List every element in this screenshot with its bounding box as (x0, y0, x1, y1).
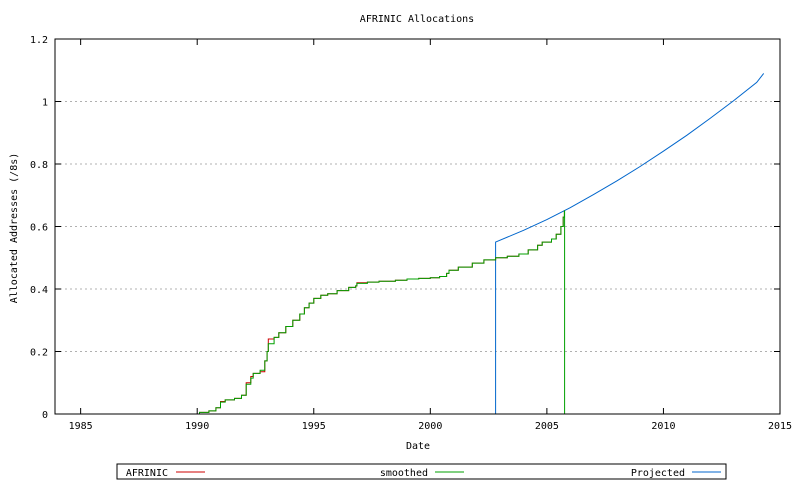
y-tick-label: 0.8 (30, 160, 48, 171)
chart-title: AFRINIC Allocations (360, 14, 474, 25)
y-tick-label: 1 (42, 98, 48, 109)
series-line-projected (495, 73, 765, 414)
y-tick-label: 1.2 (30, 35, 48, 46)
y-tick-label: 0.4 (30, 285, 48, 296)
y-axis-label: Allocated Addresses (/8s) (9, 153, 20, 304)
y-tick-label: 0.6 (30, 223, 48, 234)
legend-box (116, 463, 727, 480)
x-tick-label: 2000 (418, 421, 442, 432)
legend: AFRINIC smoothed Projected (116, 463, 727, 480)
legend-label-afrinic: AFRINIC (126, 468, 168, 479)
legend-label-smoothed: smoothed (380, 468, 428, 479)
x-tick-label: 1990 (185, 421, 209, 432)
x-tick-label: 1985 (69, 421, 93, 432)
x-tick-label: 1995 (302, 421, 326, 432)
series-line-afrinic (57, 210, 565, 415)
y-tick-label: 0 (42, 410, 48, 421)
x-tick-label: 2010 (651, 421, 675, 432)
x-axis-label: Date (406, 441, 430, 452)
y-tick-labels: 0 0.2 0.4 0.6 0.8 1 1.2 (30, 35, 48, 421)
series-lines (57, 73, 765, 415)
x-tick-label: 2015 (768, 421, 792, 432)
x-tick-labels: 1985 1990 1995 2000 2005 2010 2015 (69, 421, 792, 432)
x-tick-label: 2005 (535, 421, 559, 432)
series-line-smoothed (57, 210, 566, 415)
y-tick-label: 0.2 (30, 348, 48, 359)
axis-ticks (55, 38, 781, 415)
grid-lines (55, 101, 780, 352)
legend-label-projected: Projected (631, 468, 685, 479)
